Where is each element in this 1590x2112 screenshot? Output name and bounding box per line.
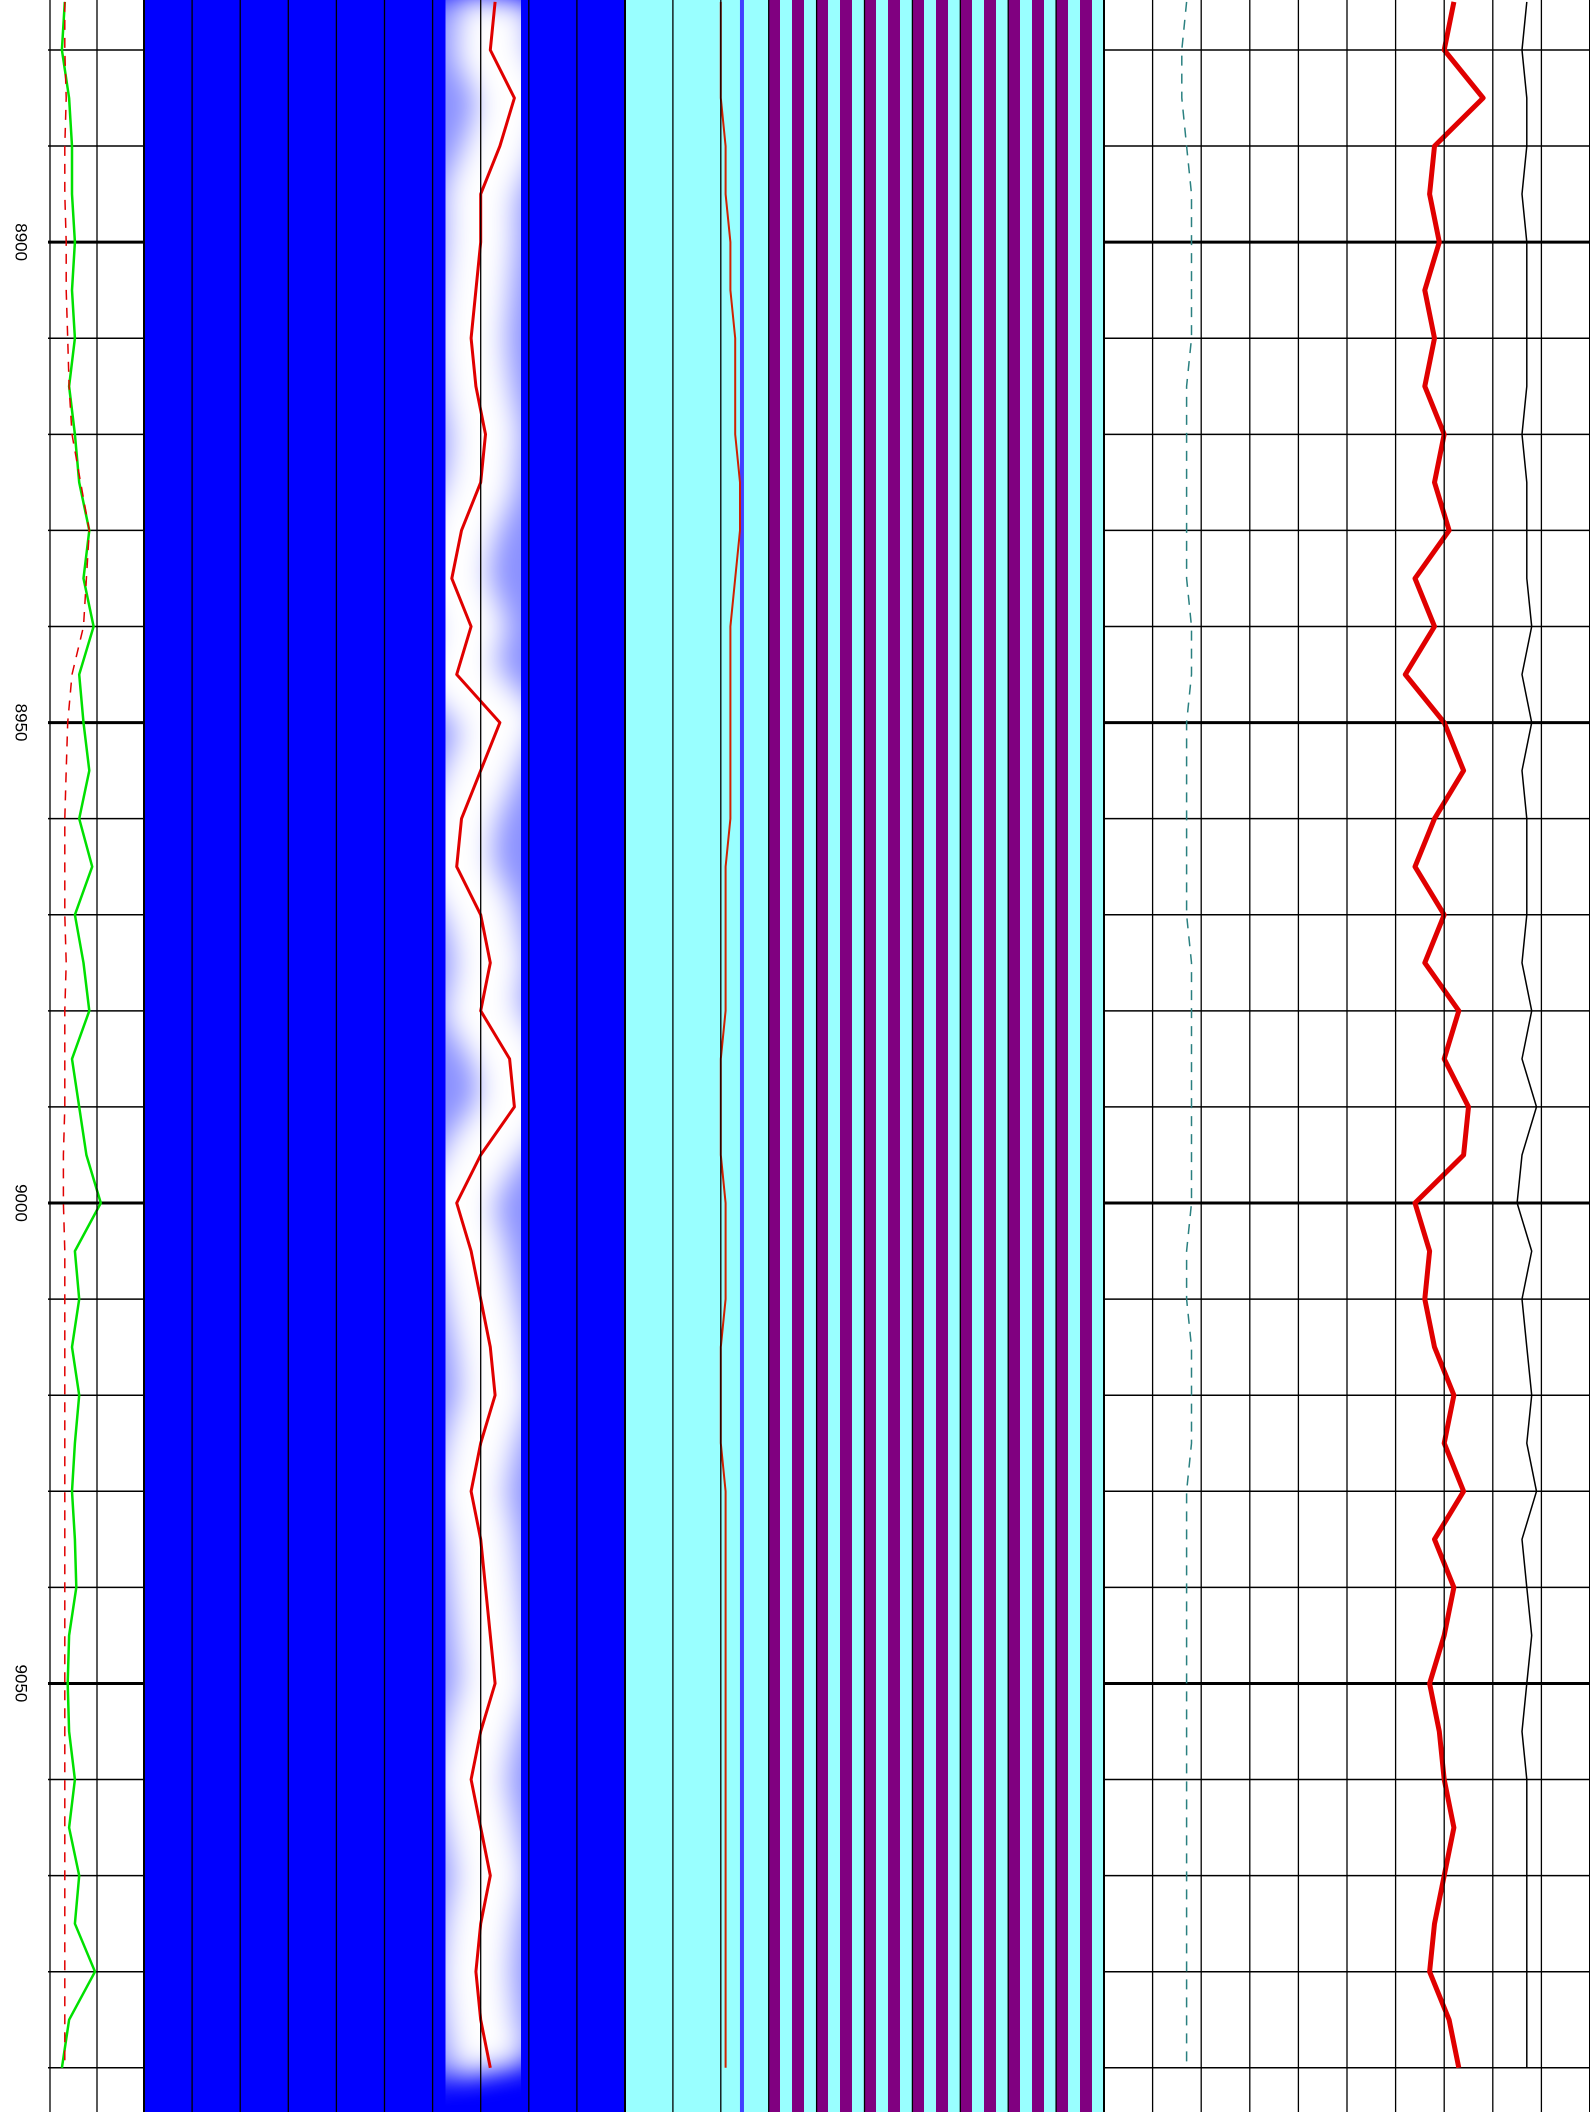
log-curve (62, 1, 91, 2068)
log-curve (1402, 1, 1486, 2069)
depth-label: 8900 (12, 223, 31, 261)
depth-label: 9000 (12, 1184, 31, 1222)
depth-label: 8950 (12, 704, 31, 742)
stripe-image (768, 0, 1104, 2112)
white-band (415, 0, 552, 2075)
blue-trace (739, 0, 744, 2112)
log-curve (60, 1, 103, 2068)
log-curve (719, 1, 741, 2068)
log-curve (450, 1, 516, 2069)
depth-label: 9050 (12, 1665, 31, 1703)
log-curve (1181, 1, 1193, 2068)
log-curve (1516, 1, 1538, 2068)
